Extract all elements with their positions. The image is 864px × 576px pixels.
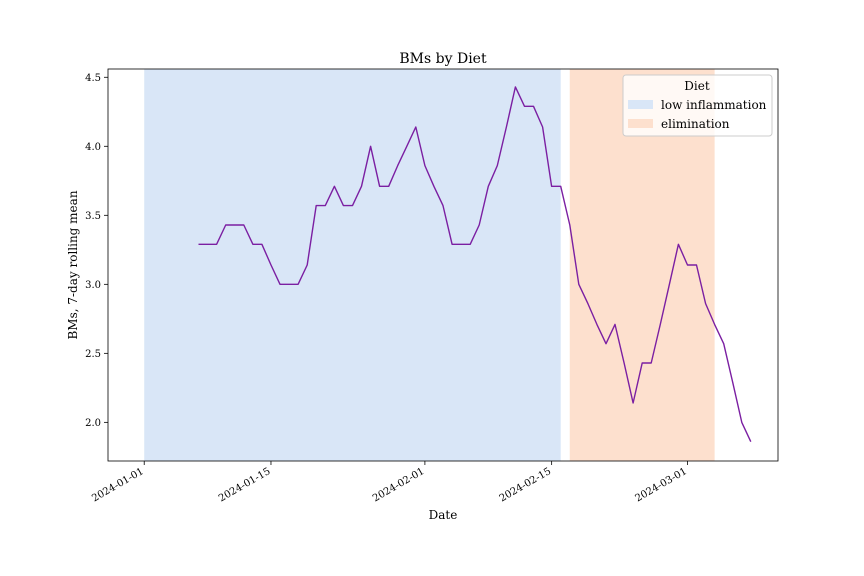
y-tick-label: 4.5: [85, 73, 101, 84]
y-axis-ticks: 2.0 2.5 3.0 3.5 4.0 4.5: [85, 73, 108, 429]
chart-title: BMs by Diet: [399, 51, 487, 67]
legend-box: [622, 74, 773, 137]
x-tick-label: 2024-03-01: [634, 466, 689, 504]
legend-swatch-elimination: [628, 119, 653, 128]
legend-label-low-inflammation: low inflammation: [661, 98, 767, 112]
x-axis-ticks: 2024-01-01 2024-01-15 2024-02-01 2024-02-15…: [90, 461, 689, 504]
x-tick-label: 2024-02-15: [498, 466, 553, 504]
legend-title: Diet: [684, 79, 710, 93]
y-tick-label: 3.0: [85, 280, 101, 291]
series-line-0: [198, 86, 752, 442]
x-tick-label: 2024-01-01: [90, 466, 145, 504]
y-tick-label: 2.5: [85, 349, 101, 360]
legend: Diet low inflammation elimination: [622, 74, 773, 137]
y-tick-label: 4.0: [85, 142, 101, 153]
y-axis-label: BMs, 7-day rolling mean: [66, 190, 80, 339]
x-tick-label: 2024-01-15: [217, 466, 272, 504]
plot-frame: [107, 68, 779, 462]
x-axis-label: Date: [429, 508, 458, 522]
x-tick-label: 2024-02-01: [371, 466, 426, 504]
legend-swatch-low-inflammation: [628, 100, 653, 109]
y-tick-label: 3.5: [85, 211, 101, 222]
y-tick-label: 2.0: [85, 418, 101, 429]
span-low-inflammation: [144, 69, 561, 461]
series-layer: [198, 86, 752, 442]
legend-label-elimination: elimination: [661, 117, 730, 131]
